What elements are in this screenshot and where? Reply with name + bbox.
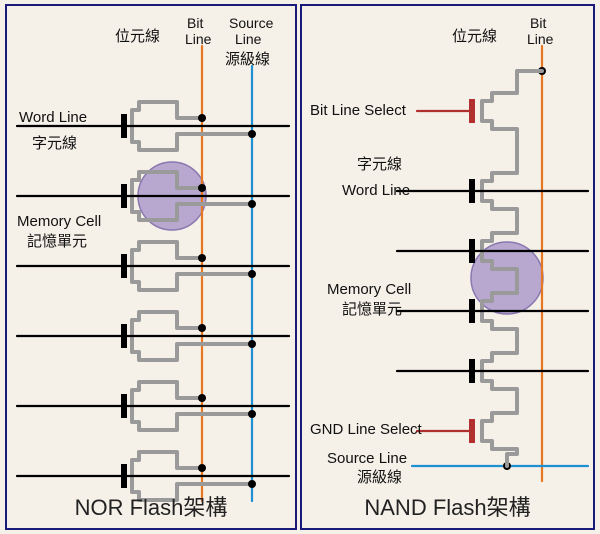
bit-dot-1 — [198, 184, 206, 192]
label-bitline-cn: 位元線 — [452, 28, 497, 45]
label-bls: Bit Line Select — [310, 102, 407, 119]
label-wordline-en: Word Line — [342, 182, 410, 199]
label-sourceline-en2: Line — [235, 31, 262, 47]
label-sourceline-en: Source Line — [327, 450, 407, 467]
source-dot-5 — [248, 480, 256, 488]
label-bitline-en1: Bit — [530, 15, 546, 31]
bit-dot-3 — [198, 324, 206, 332]
label-memcell-en: Memory Cell — [17, 213, 101, 230]
source-dot-0 — [248, 130, 256, 138]
nor-title: NOR Flash架構 — [7, 490, 295, 522]
label-sourceline-cn: 源級線 — [357, 469, 402, 486]
label-gls: GND Line Select — [310, 421, 423, 438]
source-dot-1 — [248, 200, 256, 208]
nand-title: NAND Flash架構 — [302, 490, 593, 522]
gls-gate — [469, 419, 475, 443]
label-wordline-cn: 字元線 — [357, 156, 402, 173]
label-bitline-en1: Bit — [187, 15, 203, 31]
label-memcell-cn: 記憶單元 — [342, 301, 402, 318]
bit-dot-4 — [198, 394, 206, 402]
nor-panel: 位元線BitLineSourceLine源級線Word Line字元線Memor… — [5, 4, 297, 530]
bls-gate — [469, 99, 475, 123]
label-memcell-en: Memory Cell — [327, 281, 411, 298]
bit-dot-2 — [198, 254, 206, 262]
bit-dot-5 — [198, 464, 206, 472]
source-dot-4 — [248, 410, 256, 418]
label-bitline-en2: Line — [527, 31, 554, 47]
nand-panel: 位元線 BitLine Bit Line Select 字元線 Word Line Mem… — [300, 4, 595, 530]
label-sourceline-cn: 源級線 — [225, 51, 270, 68]
label-bitline-en2: Line — [185, 31, 212, 47]
nor-svg: 位元線BitLineSourceLine源級線Word Line字元線Memor… — [7, 6, 299, 532]
label-wordline-en: Word Line — [19, 109, 87, 126]
label-bitline-cn: 位元線 — [115, 28, 160, 45]
source-dot-3 — [248, 340, 256, 348]
source-dot-2 — [248, 270, 256, 278]
label-memcell-cn: 記憶單元 — [27, 233, 87, 250]
label-wordline-cn: 字元線 — [32, 135, 77, 152]
bit-dot-0 — [198, 114, 206, 122]
nand-svg: 位元線 BitLine Bit Line Select 字元線 Word Line Mem… — [302, 6, 597, 532]
label-sourceline-en1: Source — [229, 15, 274, 31]
diagram-root: 位元線BitLineSourceLine源級線Word Line字元線Memor… — [0, 0, 600, 534]
